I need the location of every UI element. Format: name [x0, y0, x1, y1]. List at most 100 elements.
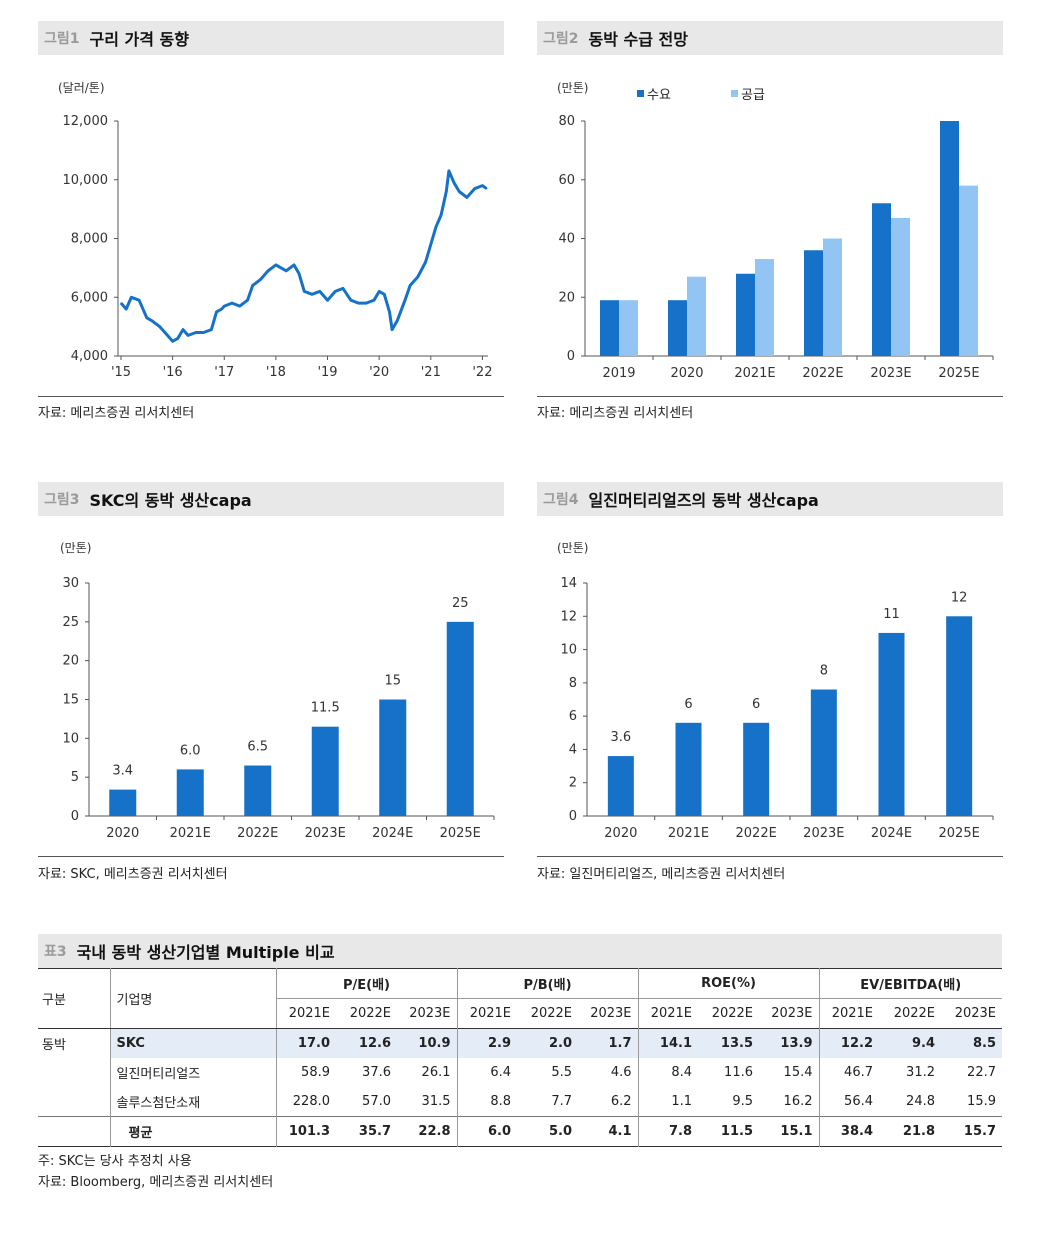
value-cell: 6.4: [456, 1058, 517, 1087]
figure-4-unit: (만톤): [557, 541, 589, 555]
value-cell: 6.0: [456, 1116, 517, 1147]
copper-point: [485, 187, 488, 190]
figure-3-header: 그림3 SKC의 동박 생산capa: [38, 482, 504, 516]
value-cell: 21.8: [902, 1124, 935, 1139]
value-cell: 1.1: [637, 1087, 698, 1117]
copper-y-tick-label: 6,000: [71, 290, 108, 305]
value-cell: 5.0: [548, 1124, 572, 1139]
copper-point: [210, 328, 213, 331]
figure-4-number: 그림4: [543, 492, 579, 508]
copper-point: [275, 264, 277, 266]
col-group-ev-ebitda: EV/EBITDA(배): [818, 968, 1002, 999]
copper-x-tick-label: '22: [472, 365, 492, 380]
value-cell: 16.2: [783, 1094, 813, 1109]
copper-point: [391, 328, 393, 331]
segment-cell: 동박: [38, 1028, 110, 1058]
skc-data-label: 6.5: [247, 740, 268, 755]
value-cell: 24.8: [906, 1094, 935, 1109]
skc-capa-chart: 0 5 10 15 20 25 30 2020 3.4 2021E 6.0 2022E 6.5 2023E…: [62, 576, 495, 841]
copper-point: [453, 181, 455, 184]
copper-point: [238, 305, 241, 307]
copper-point: [146, 317, 148, 319]
copper-point: [396, 319, 399, 322]
value-cell: 15.1: [780, 1124, 813, 1139]
copper-point: [246, 299, 249, 301]
table-row: 평균 101.3 35.7 22.8 6.0 5.0 4.1 7.8 11.5 15.1 38.4 2…: [38, 1116, 1002, 1147]
figure-1-source: 자료: 메리츠증권 리서치센터: [38, 406, 195, 421]
col-header-year: 2022E: [349, 1006, 391, 1021]
skc-y-tick-label: 25: [62, 615, 79, 630]
col-header-year: 2022E: [711, 1006, 753, 1021]
value-cell: 8.8: [456, 1087, 517, 1117]
copper-point: [285, 270, 288, 272]
skc-bar: [379, 699, 407, 816]
skc-bar: [446, 621, 474, 816]
value-cell: 8.4: [637, 1058, 698, 1087]
company-name-cell: SKC: [109, 1028, 276, 1058]
figure-4-title: 일진머티리얼즈의 동박 생산capa: [588, 491, 819, 510]
copper-point: [202, 331, 205, 334]
skc-y-tick-label: 20: [62, 654, 79, 669]
copper-point: [349, 299, 352, 301]
copper-point: [231, 302, 233, 304]
col-group-pb: P/B(배): [456, 968, 638, 999]
copper-point: [151, 319, 153, 322]
col-group-roe: ROE(%): [637, 968, 819, 999]
value-cell: 31.5: [421, 1094, 451, 1109]
value-cell: 58.9: [275, 1058, 336, 1087]
copper-y-tick-label: 10,000: [63, 173, 109, 188]
table-3-note: 주: SKC는 당사 추정치 사용: [38, 1154, 192, 1169]
col-header-year: 2023E: [771, 1006, 813, 1021]
value-cell: 101.3: [275, 1116, 336, 1147]
table-3-title-bar: 표3 국내 동박 생산기업별 Multiple 비교: [38, 934, 1002, 968]
figure-2-header: 그림2 동박 수급 전망: [537, 21, 1003, 55]
legend-supply-label: 공급: [741, 88, 765, 103]
value-cell: 228.0: [275, 1087, 336, 1117]
copper-point: [466, 196, 468, 199]
copper-x-tick-label: '15: [111, 365, 131, 380]
table-3-header: 표3 국내 동박 생산기업별 Multiple 비교: [38, 934, 1002, 968]
value-cell: 7.7: [551, 1094, 572, 1109]
iljin-y-tick-label: 8: [569, 676, 577, 691]
skc-x-tick-label: 2024E: [372, 826, 413, 841]
iljin-x-tick-label: 2021E: [668, 826, 709, 841]
figure-1-title: 구리 가격 동향: [89, 30, 189, 49]
skc-y-tick-label: 0: [71, 809, 79, 824]
value-cell: 13.9: [759, 1028, 819, 1058]
copper-point: [187, 334, 189, 337]
figure-2-unit: (만톤): [557, 81, 589, 95]
value-cell: 22.8: [418, 1124, 451, 1139]
skc-x-tick-label: 2023E: [305, 826, 346, 841]
copper-point: [171, 340, 174, 343]
supply-demand-bar: [600, 300, 619, 356]
value-cell: 57.0: [362, 1094, 391, 1109]
figure-3: 그림3 SKC의 동박 생산capa (만톤) 0 5 10 15 20 25 30 2020…: [38, 482, 504, 882]
copper-price-chart: 4,000 6,000 8,000 10,000 12,000 '15 '16 '17 '18 '…: [63, 114, 493, 380]
copper-y-tick-label: 8,000: [71, 232, 108, 247]
figure-2-number: 그림2: [543, 31, 579, 47]
supply-demand-bar: [823, 238, 842, 356]
segment-cell: [38, 1087, 110, 1117]
value-cell: 4.6: [610, 1065, 632, 1080]
copper-point: [373, 299, 375, 301]
skc-x-tick-label: 2022E: [237, 826, 278, 841]
copper-point: [417, 275, 419, 278]
skc-x-tick-label: 2025E: [440, 826, 481, 841]
copper-point: [445, 190, 448, 193]
copper-point: [404, 299, 406, 301]
figure-4-source: 자료: 일진머티리얼즈, 메리츠증권 리서치센터: [537, 867, 786, 882]
skc-bar: [109, 789, 137, 816]
copper-point: [326, 299, 329, 301]
col-header-year: 2023E: [409, 1006, 451, 1021]
copper-x-tick-label: '18: [266, 365, 286, 380]
skc-bar: [311, 726, 339, 816]
value-cell: 4.1: [608, 1124, 632, 1139]
iljin-bar: [607, 756, 634, 816]
iljin-y-tick-label: 6: [569, 709, 577, 724]
copper-x-tick-label: '17: [214, 365, 234, 380]
value-cell: 12.2: [818, 1028, 879, 1058]
copper-point: [458, 190, 460, 193]
iljin-bar: [675, 722, 702, 816]
figure-1-divider: [38, 396, 504, 397]
iljin-data-label: 6: [684, 697, 692, 712]
